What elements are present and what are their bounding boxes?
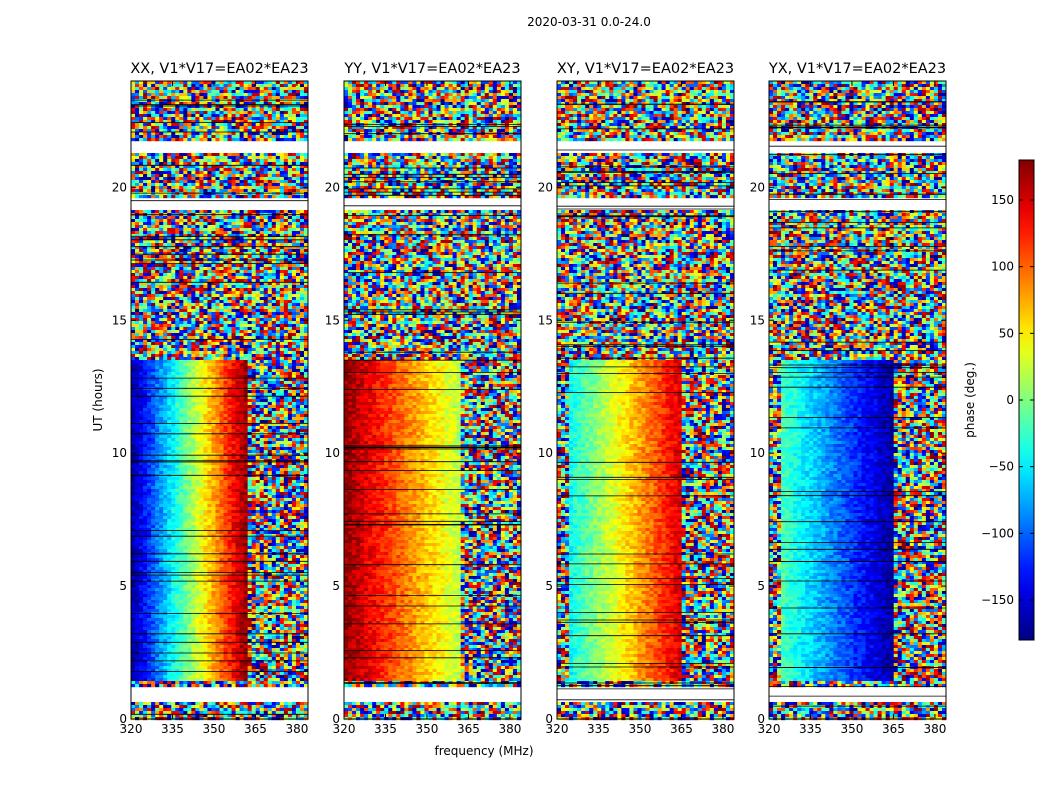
x-tick-label: 350 (629, 722, 652, 736)
y-tick-label: 20 (325, 180, 340, 194)
y-tick-label: 20 (538, 180, 553, 194)
colorbar-tick-label: −100 (981, 526, 1014, 540)
x-axis-label: frequency (MHz) (434, 744, 533, 758)
x-tick-label: 335 (161, 722, 184, 736)
y-tick-label: 5 (757, 579, 765, 593)
y-tick-label: 5 (119, 579, 127, 593)
y-tick-label: 15 (112, 313, 127, 327)
colorbar-label: phase (deg.) (963, 362, 977, 438)
colorbar-tick-label: −150 (981, 593, 1014, 607)
colorbar-tick-label: −50 (989, 460, 1014, 474)
heatmap-cells (557, 81, 734, 720)
x-tick-label: 365 (457, 722, 480, 736)
y-tick-label: 5 (332, 579, 340, 593)
panel-title: YY, V1*V17=EA02*EA23 (343, 61, 520, 77)
colorbar: −150 −100 −50 0 50 100 150 phase (deg.) (963, 160, 1034, 640)
heatmap-cells (131, 81, 308, 720)
x-tick-label: 380 (285, 722, 308, 736)
y-tick-label: 0 (545, 712, 553, 726)
x-tick-label: 350 (841, 722, 864, 736)
panel-title: XY, V1*V17=EA02*EA23 (557, 61, 734, 77)
x-tick-label: 350 (416, 722, 439, 736)
x-tick-label: 335 (587, 722, 610, 736)
x-tick-label: 380 (711, 722, 734, 736)
colorbar-tick-label: 150 (991, 193, 1014, 207)
colorbar-tick-label: 100 (991, 260, 1014, 274)
heatmap-cells (344, 81, 521, 720)
figure-title: 2020-03-31 0.0-24.0 (527, 15, 651, 29)
y-tick-label: 0 (757, 712, 765, 726)
x-tick-label: 350 (203, 722, 226, 736)
heatmap-cells (769, 81, 946, 720)
colorbar-tick-label: 50 (999, 326, 1014, 340)
y-tick-label: 0 (119, 712, 127, 726)
panel-title: XX, V1*V17=EA02*EA23 (130, 61, 308, 77)
x-tick-label: 380 (498, 722, 521, 736)
x-tick-label: 335 (374, 722, 397, 736)
y-tick-label: 15 (750, 313, 765, 327)
y-tick-label: 10 (112, 446, 127, 460)
x-tick-label: 335 (799, 722, 822, 736)
y-tick-label: 15 (538, 313, 553, 327)
colorbar-tick-label: 0 (1006, 393, 1014, 407)
x-tick-label: 380 (923, 722, 946, 736)
y-axis-label: UT (hours) (91, 368, 105, 431)
x-tick-label: 365 (244, 722, 267, 736)
y-tick-label: 10 (538, 446, 553, 460)
y-tick-label: 5 (545, 579, 553, 593)
y-tick-label: 20 (750, 180, 765, 194)
panel-title: YX, V1*V17=EA02*EA23 (768, 61, 946, 77)
y-tick-label: 20 (112, 180, 127, 194)
y-tick-label: 0 (332, 712, 340, 726)
x-tick-label: 365 (670, 722, 693, 736)
y-tick-label: 10 (325, 446, 340, 460)
y-tick-label: 15 (325, 313, 340, 327)
x-tick-label: 365 (882, 722, 905, 736)
y-tick-label: 10 (750, 446, 765, 460)
